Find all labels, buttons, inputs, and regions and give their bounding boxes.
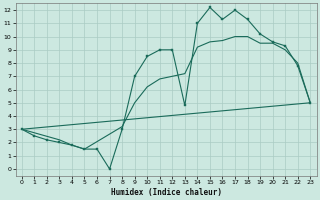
X-axis label: Humidex (Indice chaleur): Humidex (Indice chaleur) (110, 188, 221, 197)
